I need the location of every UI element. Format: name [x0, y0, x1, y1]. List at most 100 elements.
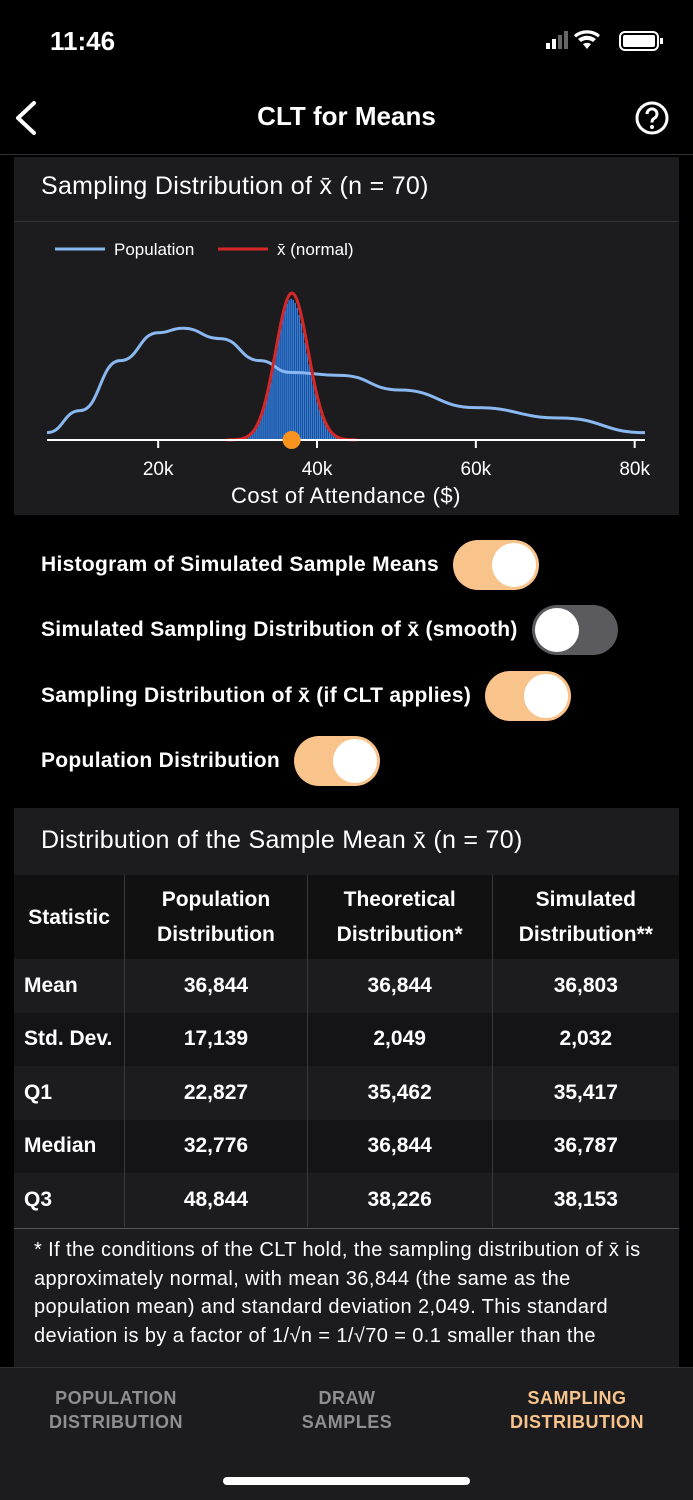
table-rule [14, 1228, 679, 1229]
histogram-bar [324, 424, 327, 440]
histogram-bar [298, 314, 300, 440]
column-header: Theoretical Distribution* [307, 875, 493, 959]
toggle-row: Histogram of Simulated Sample Means [41, 540, 539, 590]
histogram-bar [272, 366, 274, 440]
nav-title: CLT for Means [257, 101, 436, 131]
toggle-label: Sampling Distribution of x̄ (if CLT appl… [41, 684, 472, 707]
toggle-knob [333, 739, 378, 783]
table-cell: 32,776 [124, 1119, 308, 1173]
histogram-bar [274, 355, 276, 440]
table-cell: Q3 [14, 1173, 126, 1227]
back-button[interactable] [10, 100, 42, 136]
table-cell: 36,844 [307, 1119, 493, 1173]
tab[interactable]: DRAW SAMPLES [247, 1386, 447, 1434]
x-tick-label: 20k [143, 459, 174, 480]
toggle-label: Simulated Sampling Distribution of x̄ (s… [41, 618, 518, 641]
table-cell: 2,032 [559, 1027, 613, 1051]
tab-label-line: DRAW [318, 1388, 376, 1408]
histogram-bar [248, 435, 250, 440]
table-row: Q1 22,827 35,462 35,417 [14, 1066, 679, 1120]
tab-label-line: SAMPLES [301, 1412, 393, 1432]
histogram-bar [252, 431, 254, 440]
x-tick-label: 80k [619, 459, 650, 480]
tab[interactable]: SAMPLING DISTRIBUTION [477, 1386, 677, 1434]
histogram-bar [320, 415, 323, 440]
toggle-row: Sampling Distribution of x̄ (if CLT appl… [41, 671, 572, 721]
histogram-bar [290, 298, 292, 440]
x-axis-label: Cost of Attendance ($) [231, 483, 461, 508]
tab-label-line: DISTRIBUTION [510, 1412, 644, 1432]
column-header: Population Distribution [124, 875, 308, 959]
histogram-bar [326, 428, 329, 440]
histogram-bar [312, 384, 315, 440]
toggle-knob [524, 674, 569, 718]
toggle-switch[interactable] [452, 540, 539, 590]
histogram-bar [282, 316, 284, 440]
histogram-bar [334, 436, 337, 440]
help-button[interactable] [634, 100, 670, 136]
table-cell: 48,844 [124, 1173, 308, 1227]
population-line [46, 326, 646, 435]
histogram-bar [330, 433, 333, 440]
histogram-bar [292, 299, 294, 440]
histogram-bar [250, 433, 252, 440]
chart: 20k 40k 60k 80k Cost of Attendance ($) Popula… [46, 240, 650, 508]
tab-label-line: SAMPLING [527, 1388, 627, 1408]
status-icons [546, 30, 663, 51]
histogram-bar [266, 395, 268, 440]
histogram-bar [318, 408, 321, 440]
toggle-switch[interactable] [485, 671, 572, 721]
tab-label-line: POPULATION [55, 1388, 177, 1408]
toggle-label: Population Distribution [41, 749, 281, 772]
table-cell: 38,226 [307, 1173, 493, 1227]
x-tick-label: 60k [461, 459, 492, 480]
table-cell: 36,803 [553, 973, 618, 997]
toggle-switch[interactable] [531, 605, 618, 655]
column-header: Statistic [14, 875, 126, 959]
card-divider [14, 221, 679, 222]
histogram-bar [284, 309, 286, 440]
nav-divider [0, 154, 693, 155]
tab[interactable]: POPULATION DISTRIBUTION [16, 1386, 216, 1434]
histogram-bar [306, 353, 309, 440]
footnote: * If the conditions of the CLT hold, the… [34, 1239, 641, 1347]
table-cell: Q1 [14, 1066, 126, 1120]
table-cell: 17,139 [124, 1012, 308, 1066]
column-header: Simulated Distribution** [518, 888, 653, 946]
table-row: Std. Dev. 17,139 2,049 2,032 [14, 1012, 679, 1066]
toggle-row: Population Distribution [41, 736, 381, 786]
histogram-bar [270, 376, 272, 440]
table-cell: 38,153 [553, 1187, 618, 1211]
histogram-bar [276, 344, 278, 440]
stats-table: Statistic Population Distribution Theoreti… [14, 875, 679, 1227]
histogram-bar [268, 386, 270, 440]
table-cell: Median [14, 1119, 126, 1173]
histogram-bar [304, 342, 307, 440]
histogram-bar [278, 334, 280, 440]
toggle-label: Histogram of Simulated Sample Means [41, 553, 439, 576]
histogram-bar [300, 323, 303, 440]
histogram-bar [262, 410, 264, 440]
table-cell: 36,844 [124, 959, 308, 1013]
tab-label-line: DISTRIBUTION [49, 1412, 183, 1432]
table-cell: 36,787 [553, 1134, 618, 1158]
table-cell: 35,462 [307, 1066, 493, 1120]
legend-label: x̄ (normal) [277, 240, 354, 259]
table-cell: Std. Dev. [14, 1012, 126, 1066]
histogram-bar [256, 425, 258, 440]
histogram-bar [264, 403, 266, 440]
table-cell: Mean [14, 959, 126, 1013]
histogram-bar [336, 437, 339, 440]
chart-card [14, 157, 679, 515]
histogram-bar [314, 393, 317, 440]
table-cell: 2,049 [307, 1012, 493, 1066]
histogram-bar [260, 416, 262, 440]
table-cell: 36,844 [307, 959, 493, 1013]
histogram-bar [316, 401, 319, 440]
table-row: Q3 48,844 38,226 38,153 [14, 1173, 679, 1227]
stats-title: Distribution of the Sample Mean x̄ (n = … [41, 826, 523, 854]
histogram-bar [288, 300, 290, 440]
table-cell: 22,827 [124, 1066, 308, 1120]
toggle-switch[interactable] [294, 736, 381, 786]
